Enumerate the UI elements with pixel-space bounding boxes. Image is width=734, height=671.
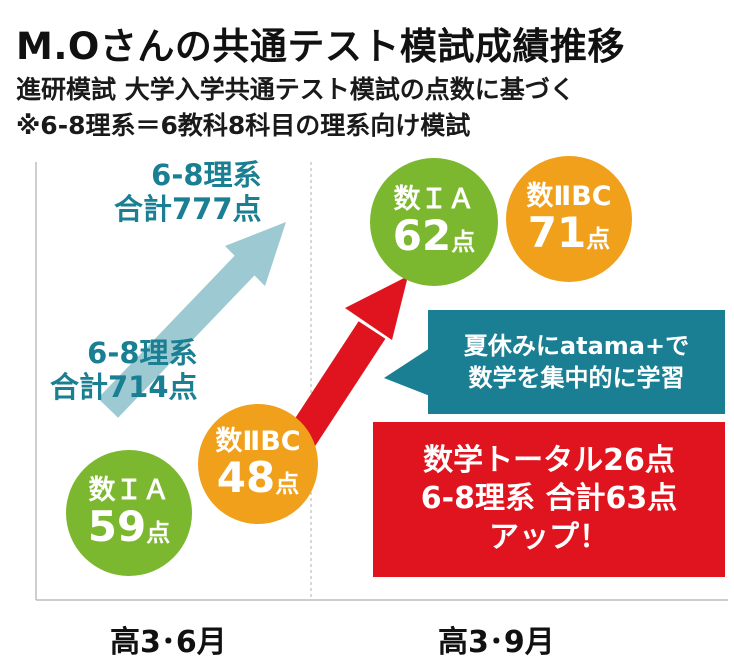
math-trend-arrow [286, 276, 408, 449]
chart-subtitle-note: ※6-8理系＝6教科8科目の理系向け模試 [16, 111, 471, 140]
chart-subtitle-source: 進研模試 大学入学共通テスト模試の点数に基づく [16, 75, 575, 104]
bubble-bc-september-subject: 数ⅡBC [526, 180, 612, 212]
bubble-ia-september-subject: 数ＩＡ [393, 183, 475, 215]
study-callout: 夏休みにatama+で 数学を集中的に学習 [428, 310, 725, 414]
bubble-bc-june-subject: 数ⅡBC [215, 425, 301, 457]
bubble-bc-june: 数ⅡBC 48点 [198, 404, 318, 524]
x-tick-label-september: 高3･9月 [438, 625, 555, 660]
bubble-bc-june-score: 48点 [216, 453, 300, 503]
bubble-bc-september-score: 71点 [527, 208, 611, 258]
total-after-value: 合計777点 [114, 192, 262, 227]
total-trend-arrow [97, 222, 286, 418]
bubble-ia-june-subject: 数ＩＡ [88, 474, 170, 506]
x-tick-label-june: 高3･6月 [110, 625, 227, 660]
bubble-ia-september-score: 62点 [392, 211, 476, 261]
bubble-ia-june-score: 59点 [87, 502, 171, 552]
bubble-ia-june: 数ＩＡ 59点 [66, 450, 192, 576]
bubble-bc-september: 数ⅡBC 71点 [506, 156, 632, 282]
total-before-series: 6-8理系 [87, 336, 198, 370]
highlight-line2: 6-8理系 合計63点 [420, 481, 678, 517]
total-before-value: 合計714点 [50, 370, 198, 405]
total-before-label: 6-8理系 合計714点 [50, 336, 198, 404]
study-callout-line2: 数学を集中的に学習 [468, 364, 685, 392]
improvement-highlight: 数学トータル26点 6-8理系 合計63点 アップ！ [373, 422, 725, 577]
callout-pointer [384, 348, 430, 396]
highlight-line3: アップ！ [489, 519, 609, 555]
highlight-line1: 数学トータル26点 [423, 442, 675, 478]
bubble-ia-september: 数ＩＡ 62点 [370, 158, 498, 286]
total-after-series: 6-8理系 [151, 158, 262, 192]
total-after-label: 6-8理系 合計777点 [114, 158, 262, 226]
study-callout-line1: 夏休みにatama+で [463, 331, 690, 360]
chart-title: M.Oさんの共通テスト模試成績推移 [16, 25, 625, 68]
